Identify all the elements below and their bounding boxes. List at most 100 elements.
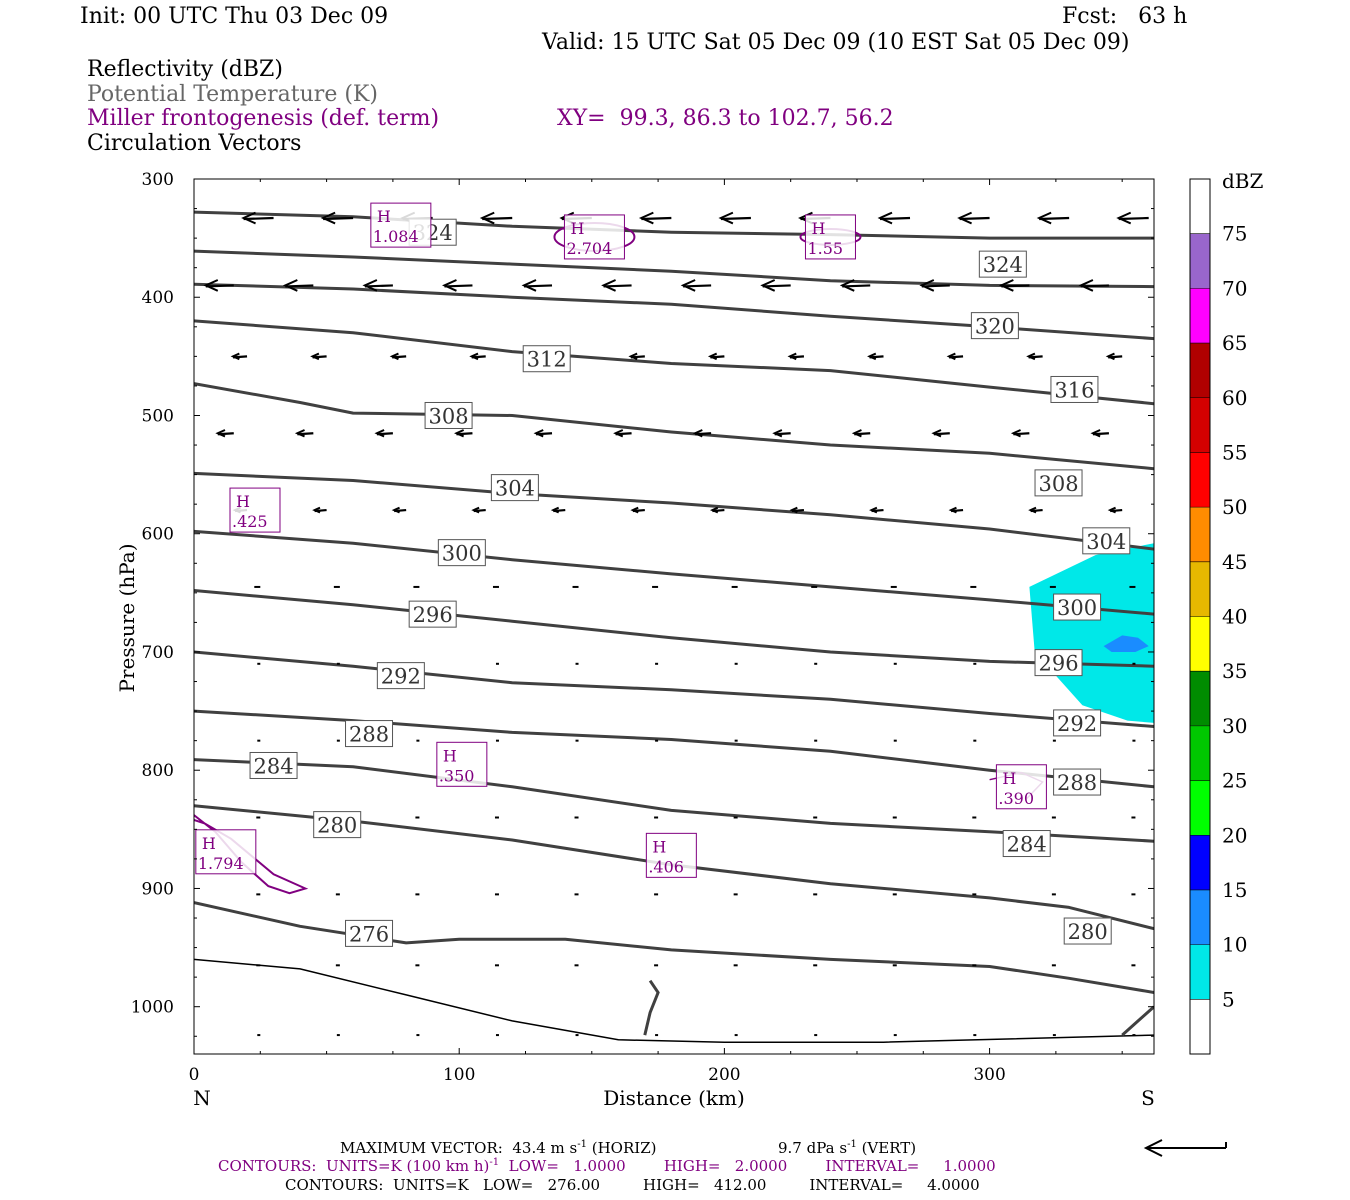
theta-label-text: 280 xyxy=(317,814,357,838)
wind-vector-head xyxy=(471,506,480,514)
theta-label-box xyxy=(313,811,362,839)
theta-label-box xyxy=(437,539,486,567)
wind-vector xyxy=(957,211,990,225)
theta-contour-4 xyxy=(194,382,1154,471)
wind-vector-head xyxy=(310,352,320,361)
colorbar-label: 15 xyxy=(1222,878,1247,902)
wind-vector-head xyxy=(164,213,176,224)
theta-label-box xyxy=(522,345,571,373)
max-vector-vert: 9.7 dPa s-1 (VERT) xyxy=(778,1140,916,1156)
theta-label-box xyxy=(1053,709,1102,737)
theta-label: 324 xyxy=(978,250,1027,278)
wind-vector xyxy=(919,279,950,292)
wind-vector-head xyxy=(230,352,240,361)
x-axis-title: Distance (km) xyxy=(603,1086,745,1110)
colorbar-swatch xyxy=(1190,397,1210,453)
colorbar-label: 10 xyxy=(1222,933,1247,957)
wind-vector-head xyxy=(294,429,305,438)
wind-vector-head xyxy=(1105,352,1115,361)
theta-label-text: 316 xyxy=(1054,378,1094,402)
theta-label-text: 292 xyxy=(1057,712,1097,736)
theta-label: 308 xyxy=(1034,469,1083,497)
wind-vector-head xyxy=(320,211,336,225)
colorbar-swatch xyxy=(1190,780,1210,836)
theta-label-box xyxy=(345,720,394,748)
colorbar-label: 20 xyxy=(1222,823,1247,847)
wind-vector xyxy=(164,213,195,224)
fronto-label-box xyxy=(995,764,1047,810)
wind-vector-head xyxy=(957,211,972,225)
wind-vector-head xyxy=(1116,211,1132,225)
theta-label-box xyxy=(345,919,394,947)
colorbar-label: 45 xyxy=(1222,550,1247,574)
wind-vector xyxy=(203,279,234,292)
wind-vector-head xyxy=(628,352,638,361)
theta-label: 300 xyxy=(437,539,486,567)
fronto-label-value: 1.084 xyxy=(373,227,419,246)
fronto-label-h: H xyxy=(811,219,825,238)
field-frontogenesis: Miller frontogenesis (def. term) xyxy=(87,106,440,131)
wind-vector-shaft xyxy=(641,216,672,221)
wind-vector xyxy=(630,506,645,514)
field-theta: Potential Temperature (K) xyxy=(87,82,378,107)
wind-vector xyxy=(772,429,791,438)
wind-vector-shaft xyxy=(323,216,354,221)
fronto-label-h: H xyxy=(236,492,250,511)
wind-vector xyxy=(454,429,473,438)
wind-vector xyxy=(718,211,751,225)
wind-vector xyxy=(215,429,234,438)
wind-vector-head xyxy=(1107,506,1116,514)
wind-vector xyxy=(707,352,725,361)
fronto-label-box xyxy=(645,832,697,878)
wind-vector-head xyxy=(613,429,624,438)
reflectivity-area-10dbz xyxy=(1103,635,1149,652)
colorbar-label: 30 xyxy=(1222,714,1247,738)
fronto-label-h: H xyxy=(570,219,584,238)
colorbar-swatch xyxy=(1190,288,1210,344)
theta-label: 312 xyxy=(522,345,571,373)
y-tick-label: 900 xyxy=(142,879,174,899)
theta-label: 288 xyxy=(1053,768,1102,796)
wind-vector xyxy=(877,211,911,225)
valid-time: Valid: 15 UTC Sat 05 Dec 09 (10 EST Sat … xyxy=(542,30,1130,55)
theta-label: 284 xyxy=(249,751,298,779)
wind-vector xyxy=(867,352,884,361)
theta-label-box xyxy=(978,250,1027,278)
wind-vector-shaft xyxy=(523,284,553,288)
wind-vector-head xyxy=(362,279,378,292)
wind-vector-shaft xyxy=(959,216,990,221)
wind-vector xyxy=(471,506,486,514)
theta-label: 276 xyxy=(345,919,394,947)
colorbar-label: 75 xyxy=(1222,222,1247,246)
y-tick-label: 500 xyxy=(142,406,174,426)
wind-vector xyxy=(628,352,645,361)
theta-contour-5 xyxy=(194,471,1154,551)
wind-vector xyxy=(312,506,327,514)
theta-contour-low xyxy=(643,979,660,1036)
colorbar-swatch xyxy=(1190,233,1210,289)
theta-label-text: 304 xyxy=(1086,530,1126,554)
wind-vector-shaft xyxy=(194,218,195,220)
theta-contour-11 xyxy=(194,804,1154,931)
fronto-label-box xyxy=(370,202,432,248)
cross-section-xy: XY= 99.3, 86.3 to 102.7, 56.2 xyxy=(557,106,894,131)
theta-contour-0 xyxy=(194,210,1154,240)
wind-vector-head xyxy=(709,506,719,514)
max-vector-horiz: MAXIMUM VECTOR: 43.4 m s-1 (HORIZ) xyxy=(340,1140,656,1156)
wind-vector xyxy=(294,429,314,438)
theta-label: 280 xyxy=(1063,917,1112,945)
theta-label-text: 280 xyxy=(1068,920,1108,944)
x-tick-label: 300 xyxy=(973,1065,1005,1085)
y-axis-title: Pressure (hPa) xyxy=(115,544,139,693)
colorbar-swatch xyxy=(1190,343,1210,398)
colorbar-label: 65 xyxy=(1222,331,1247,355)
y-tick-label: 300 xyxy=(142,170,174,190)
fronto-label-value: .406 xyxy=(648,857,684,876)
frontogenesis-max-label: H.406 xyxy=(645,832,697,878)
contours-frontogenesis: CONTOURS: UNITS=K (100 km h)-1 LOW= 1.00… xyxy=(218,1158,996,1174)
wind-vector xyxy=(601,279,632,292)
fronto-label-value: 1.794 xyxy=(198,854,244,873)
wind-vector-head xyxy=(391,506,400,514)
colorbar-swatch xyxy=(1190,671,1210,726)
colorbar-swatch xyxy=(1190,835,1210,890)
